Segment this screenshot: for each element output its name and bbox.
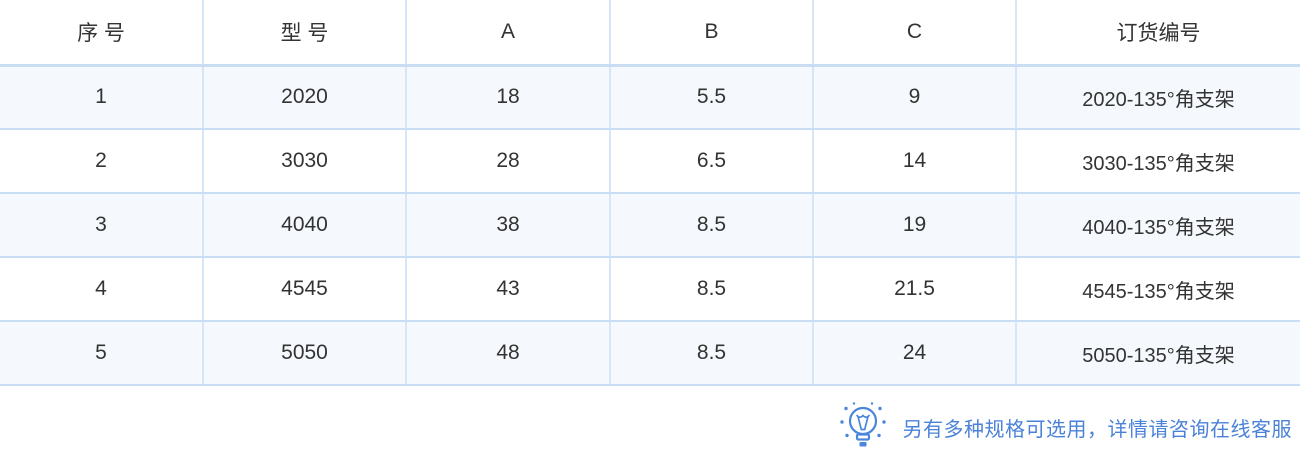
cell-order-number: 4040-135°角支架 bbox=[1016, 193, 1300, 258]
table-row: 5 5050 48 8.5 24 5050-135°角支架 bbox=[0, 321, 1300, 386]
cell-a: 38 bbox=[406, 193, 611, 258]
cell-model: 4040 bbox=[203, 193, 407, 258]
column-header-model: 型 号 bbox=[203, 0, 407, 67]
cell-order-number: 2020-135°角支架 bbox=[1016, 65, 1300, 130]
cell-a: 43 bbox=[406, 257, 611, 322]
availability-note: 另有多种规格可选用，详情请咨询在线客服 bbox=[839, 399, 1293, 455]
cell-b: 8.5 bbox=[610, 193, 814, 258]
cell-model: 3030 bbox=[203, 129, 407, 194]
cell-b: 8.5 bbox=[610, 257, 814, 322]
table-row: 3 4040 38 8.5 19 4040-135°角支架 bbox=[0, 193, 1300, 258]
cell-serial: 5 bbox=[0, 321, 204, 386]
cell-c: 14 bbox=[813, 129, 1017, 194]
column-header-b: B bbox=[610, 0, 814, 67]
cell-a: 28 bbox=[406, 129, 611, 194]
table-row: 4 4545 43 8.5 21.5 4545-135°角支架 bbox=[0, 257, 1300, 322]
cell-model: 5050 bbox=[203, 321, 407, 386]
cell-c: 19 bbox=[813, 193, 1017, 258]
cell-c: 21.5 bbox=[813, 257, 1017, 322]
column-header-serial: 序 号 bbox=[0, 0, 204, 67]
note-text: 另有多种规格可选用，详情请咨询在线客服 bbox=[902, 418, 1292, 441]
cell-model: 2020 bbox=[203, 65, 407, 130]
cell-b: 5.5 bbox=[610, 65, 814, 130]
cell-serial: 2 bbox=[0, 129, 204, 194]
column-header-a: A bbox=[406, 0, 611, 67]
cell-serial: 4 bbox=[0, 257, 204, 322]
cell-a: 18 bbox=[406, 65, 611, 130]
table-row: 1 2020 18 5.5 9 2020-135°角支架 bbox=[0, 65, 1300, 130]
cell-c: 24 bbox=[813, 321, 1017, 386]
cell-b: 8.5 bbox=[610, 321, 814, 386]
table-header-row: 序 号 型 号 A B C 订货编号 bbox=[0, 0, 1300, 67]
cell-order-number: 5050-135°角支架 bbox=[1016, 321, 1300, 386]
table-row: 2 3030 28 6.5 14 3030-135°角支架 bbox=[0, 129, 1300, 194]
cell-b: 6.5 bbox=[610, 129, 814, 194]
cell-c: 9 bbox=[813, 65, 1017, 130]
cell-a: 48 bbox=[406, 321, 611, 386]
cell-order-number: 4545-135°角支架 bbox=[1016, 257, 1300, 322]
column-header-c: C bbox=[813, 0, 1017, 67]
cell-model: 4545 bbox=[203, 257, 407, 322]
cell-serial: 1 bbox=[0, 65, 204, 130]
spec-table: 序 号 型 号 A B C 订货编号 1 2020 18 5.5 9 2020-… bbox=[0, 0, 1300, 386]
cell-serial: 3 bbox=[0, 193, 204, 258]
cell-order-number: 3030-135°角支架 bbox=[1016, 129, 1300, 194]
lightbulb-icon bbox=[839, 402, 886, 447]
column-header-order-number: 订货编号 bbox=[1016, 0, 1300, 67]
